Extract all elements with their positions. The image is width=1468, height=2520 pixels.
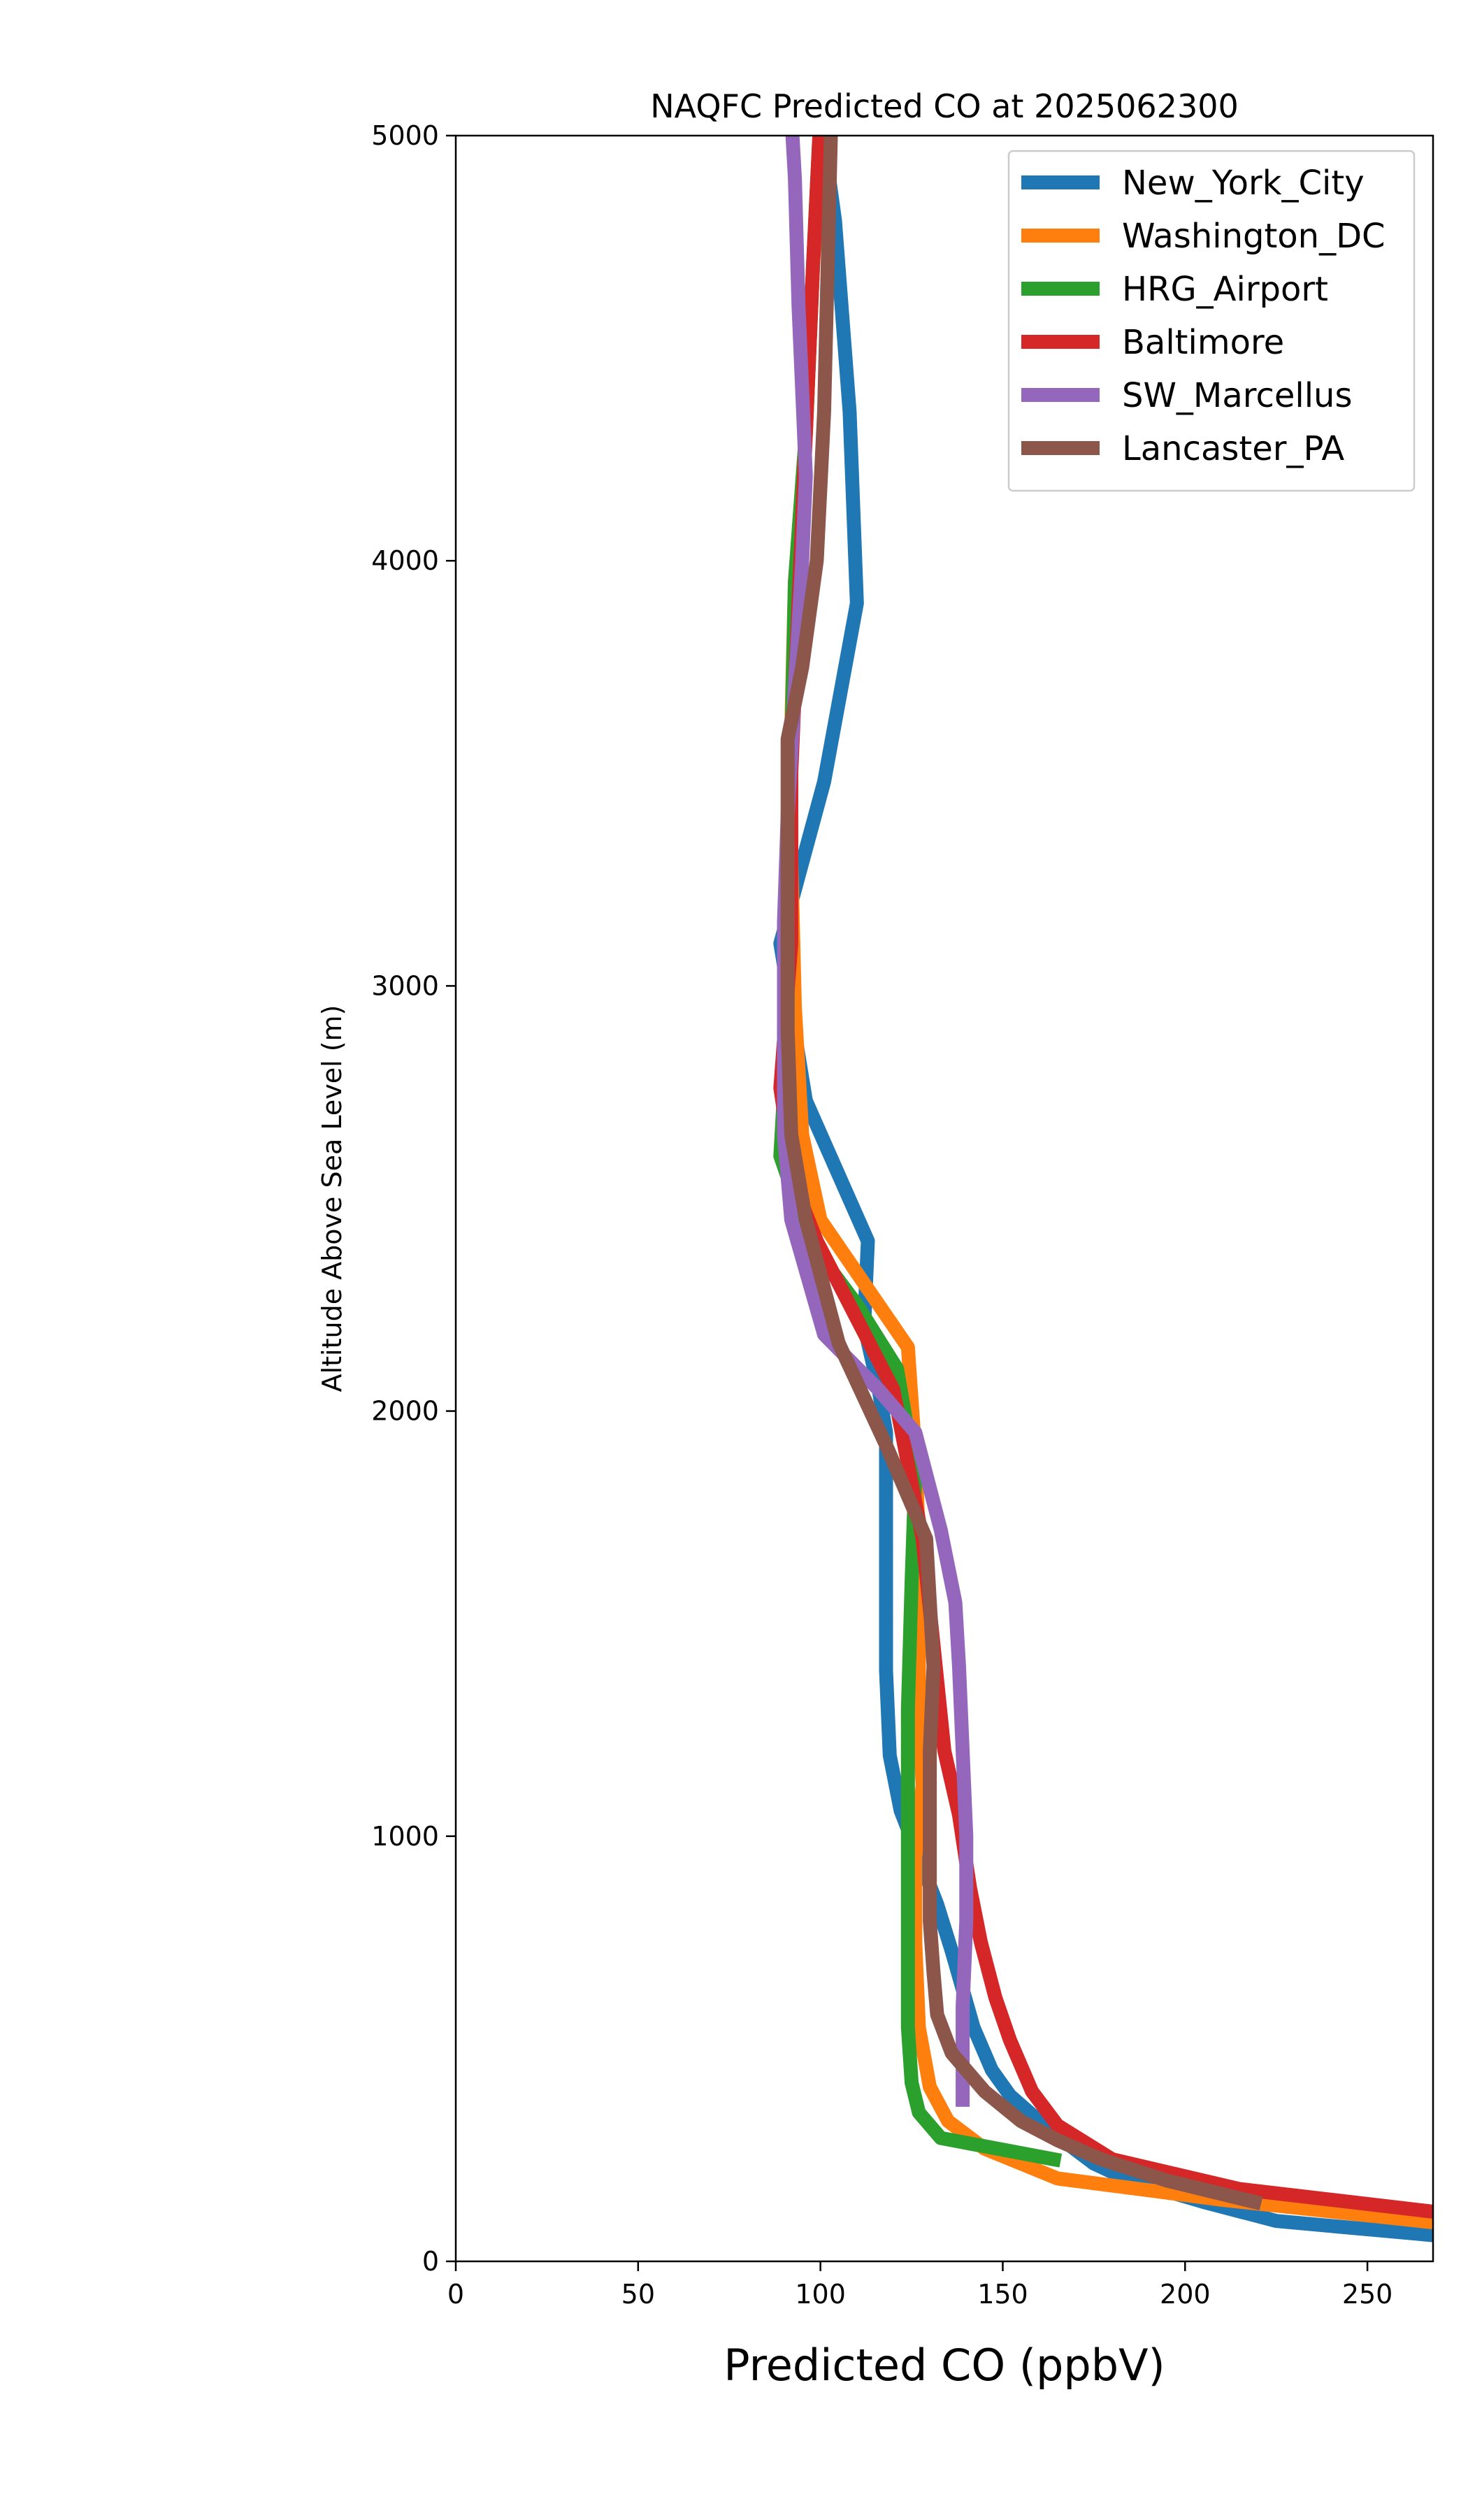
y-axis-label: Altitude Above Sea Level (m) bbox=[317, 1005, 347, 1392]
x-tick-label: 200 bbox=[1160, 2279, 1211, 2310]
x-tick-label: 100 bbox=[795, 2279, 846, 2310]
legend-label: New_York_City bbox=[1122, 164, 1365, 203]
legend-box bbox=[1007, 150, 1416, 492]
y-tick-label: 3000 bbox=[371, 970, 439, 1001]
x-tick-label: 0 bbox=[447, 2279, 464, 2310]
chart-title: NAQFC Predicted CO at 2025062300 bbox=[650, 87, 1239, 125]
y-tick-label: 2000 bbox=[371, 1396, 439, 1427]
legend: New_York_City Washington_DC HRG_Airport Bal… bbox=[1007, 150, 1416, 492]
series-line-lancaster-pa bbox=[780, 136, 1263, 2210]
x-tick-label: 150 bbox=[977, 2279, 1028, 2310]
y-tick-label: 4000 bbox=[371, 545, 439, 576]
series-layer bbox=[773, 136, 1433, 2242]
legend-label: Lancaster_PA bbox=[1122, 429, 1344, 468]
legend-label: SW_Marcellus bbox=[1122, 376, 1352, 415]
x-axis: 0 50 100 150 200 250 bbox=[447, 2261, 1393, 2310]
y-tick-label: 1000 bbox=[371, 1821, 439, 1852]
legend-label: HRG_Airport bbox=[1122, 270, 1328, 309]
legend-label: Baltimore bbox=[1122, 323, 1284, 362]
x-tick-label: 50 bbox=[621, 2279, 655, 2310]
x-axis-label: Predicted CO (ppbV) bbox=[724, 2340, 1165, 2391]
y-axis: 0 1000 2000 3000 4000 5000 bbox=[371, 120, 456, 2277]
series-line-sw-marcellus bbox=[777, 136, 974, 2107]
y-tick-label: 0 bbox=[422, 2246, 439, 2277]
legend-label: Washington_DC bbox=[1122, 217, 1386, 256]
plot-frame bbox=[454, 134, 1434, 2263]
y-tick-label: 5000 bbox=[371, 120, 439, 151]
x-tick-label: 250 bbox=[1342, 2279, 1393, 2310]
